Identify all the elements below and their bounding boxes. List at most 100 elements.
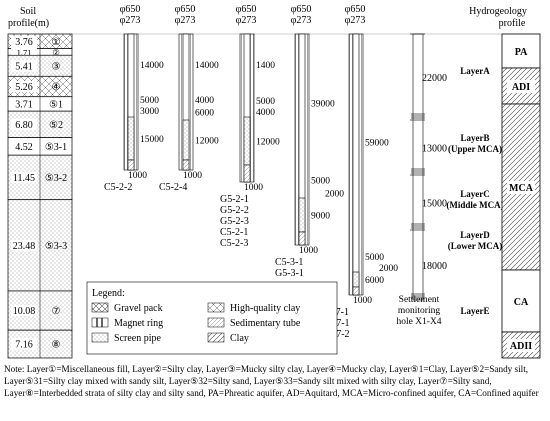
hydro-zone-label: PA xyxy=(515,47,528,58)
settlement-dimension: 18000 xyxy=(422,261,447,272)
well-dimension: 12000 xyxy=(256,138,280,148)
well-dimension: 5000 xyxy=(311,177,330,187)
label-bg xyxy=(11,171,37,183)
settlement-dimension: 22000 xyxy=(422,73,447,84)
label-bg xyxy=(11,305,37,317)
soil-thickness: 3.76 xyxy=(15,37,33,48)
legend-swatch xyxy=(91,302,109,313)
well-inner-diameter: φ273 xyxy=(120,15,141,26)
sedimentary-tube xyxy=(182,159,190,171)
hydro-zone-label: ADI xyxy=(512,82,530,93)
well-outer-diameter: φ650 xyxy=(120,4,141,15)
hydro-zone-label: CA xyxy=(514,297,529,308)
settlement-dimension: 15000 xyxy=(422,199,447,210)
label-bg xyxy=(11,60,37,72)
soil-thickness: 6.80 xyxy=(15,120,33,131)
label-bg xyxy=(11,338,37,350)
well-id: G7-2 xyxy=(329,329,350,340)
soil-symbol: ③ xyxy=(52,61,61,72)
label-bg xyxy=(11,46,37,58)
aquifer-layer-label: (Middle MCA) xyxy=(446,200,503,210)
well-dimension: 12000 xyxy=(195,137,219,147)
soil-symbol: ② xyxy=(52,47,60,57)
well-id: C5-3-1 xyxy=(275,257,303,268)
legend-swatch xyxy=(91,317,109,328)
soil-symbol: ⑤2 xyxy=(49,120,63,131)
footnote: Note: Layer①=Miscellaneous fill, Layer②=… xyxy=(4,364,539,398)
well-dimension: 6000 xyxy=(365,276,384,286)
settlement-label: hole X1-X4 xyxy=(396,317,441,327)
soil-thickness: 4.52 xyxy=(15,142,33,153)
well-3: φ650φ273140050004000120001000G5-2-1G5-2-… xyxy=(220,4,280,249)
well-dimension: 2000 xyxy=(325,190,344,200)
sedimentary-tube xyxy=(298,231,306,246)
settlement-label: Settlement xyxy=(399,295,440,305)
well-id: C5-2-1 xyxy=(220,227,248,238)
well-id: G5-2-1 xyxy=(220,194,249,205)
aquifer-layer-label: LayerB xyxy=(461,133,490,143)
legend-swatch xyxy=(207,332,225,343)
hydro-header-2: profile xyxy=(499,18,526,29)
soil-thickness: 5.41 xyxy=(15,61,33,72)
legend-swatch xyxy=(207,317,225,328)
soil-profile-header-2: profile(m) xyxy=(8,18,49,29)
soil-symbol: ⑧ xyxy=(52,340,61,351)
well-dimension: 39000 xyxy=(311,100,335,110)
settlement-label: monitoring xyxy=(398,306,440,316)
well-outer-diameter: φ650 xyxy=(236,4,257,15)
well-dimension: 1000 xyxy=(244,183,263,193)
soil-symbol: ⑤3-3 xyxy=(45,241,67,252)
sedimentary-tube xyxy=(127,159,135,171)
well-outer-diameter: φ650 xyxy=(175,4,196,15)
well-dimension: 2000 xyxy=(379,264,398,274)
hydro-zone-label: MCA xyxy=(509,183,534,194)
screen-pipe xyxy=(182,119,190,161)
well-dimension: 6000 xyxy=(195,109,214,119)
legend-label: Gravel pack xyxy=(114,303,163,314)
aquifer-layer-label: LayerA xyxy=(460,66,490,76)
soil-thickness: 1.71 xyxy=(17,47,32,57)
soil-symbol: ⑤1 xyxy=(49,99,63,110)
aquifer-layer-label: LayerD xyxy=(460,230,490,240)
soil-symbol: ⑤3-2 xyxy=(45,173,67,184)
well-dimension: 1000 xyxy=(299,246,318,256)
label-bg xyxy=(507,181,535,194)
soil-thickness: 5.26 xyxy=(15,82,33,93)
sedimentary-tube xyxy=(352,286,360,296)
well-outer-diameter: φ650 xyxy=(345,4,366,15)
soil-thickness: 3.71 xyxy=(15,99,33,110)
screen-pipe xyxy=(243,116,251,166)
legend-label: Sedimentary tube xyxy=(230,318,301,329)
well-id: G5-2-3 xyxy=(220,216,249,227)
well-dimension: 9000 xyxy=(311,212,330,222)
well-dimension: 4000 xyxy=(195,96,214,106)
well-dimension: 1000 xyxy=(128,171,147,181)
well-inner-diameter: φ273 xyxy=(291,15,312,26)
aquifer-layer-labels: LayerA LayerB(Upper MCA) LayerC(Middle MCA… xyxy=(446,66,503,316)
screen-pipe xyxy=(352,271,360,288)
label-bg xyxy=(507,339,535,352)
soil-thickness: 7.16 xyxy=(15,340,33,351)
well-dimension: 1000 xyxy=(183,171,202,181)
aquifer-layer-label: (Lower MCA) xyxy=(448,241,503,251)
legend-swatch xyxy=(91,332,109,343)
label-bg xyxy=(11,239,37,251)
legend-title: Legend: xyxy=(92,288,125,299)
screen-pipe xyxy=(127,116,135,161)
well-inner-diameter: φ273 xyxy=(345,15,366,26)
well-dimension: 59000 xyxy=(365,139,389,149)
soil-symbol: ⑦ xyxy=(52,306,61,317)
well-id: C5-2-4 xyxy=(159,182,187,193)
settlement-hole: 22000 13000 15000 18000 Settlementmonitoring… xyxy=(396,33,447,327)
legend-swatch xyxy=(207,302,225,313)
soil-profile-header-1: Soil xyxy=(20,6,36,17)
label-bg xyxy=(11,35,37,47)
soil-thickness: 23.48 xyxy=(13,241,36,252)
legend-label: Magnet ring xyxy=(114,318,163,329)
well-dimension: 3000 xyxy=(140,107,159,117)
aquifer-layer-label: LayerC xyxy=(460,189,490,199)
